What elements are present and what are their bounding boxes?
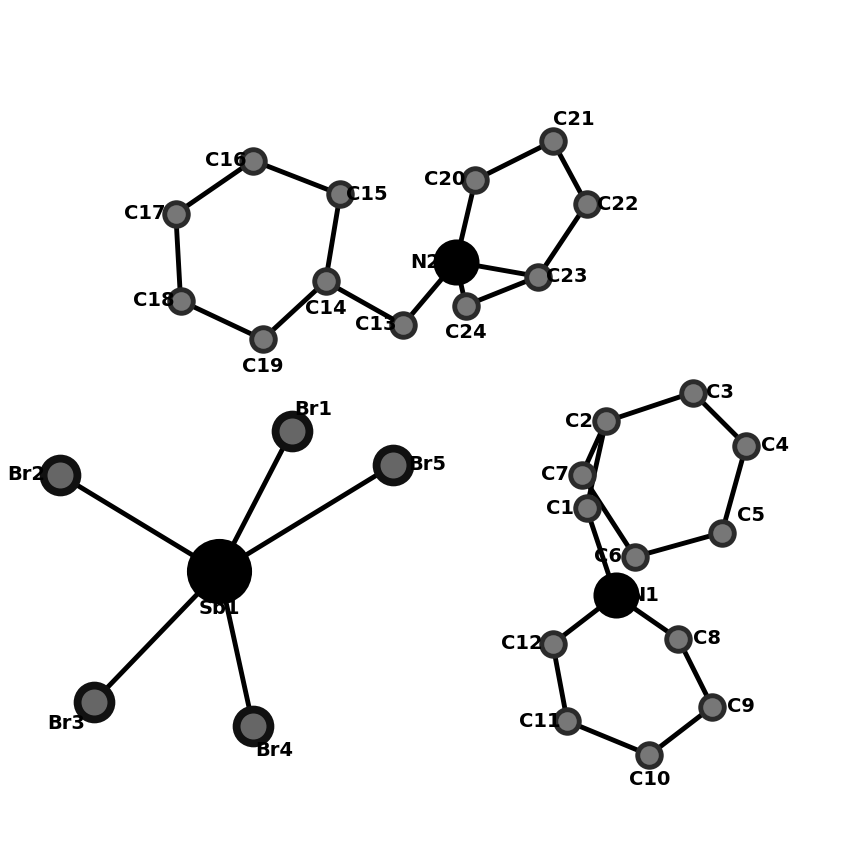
Text: C13: C13 [355, 315, 396, 335]
Point [642, 749, 656, 762]
Point [169, 207, 182, 220]
Point [459, 298, 473, 312]
Point [546, 637, 560, 651]
Point [580, 197, 593, 211]
Point [386, 459, 400, 472]
Text: C16: C16 [206, 151, 247, 170]
Point [574, 468, 588, 481]
Text: Br1: Br1 [294, 400, 332, 420]
Text: Br4: Br4 [255, 741, 293, 760]
Point [246, 153, 260, 167]
Point [256, 333, 270, 346]
Point [174, 294, 187, 308]
Text: C12: C12 [501, 634, 543, 653]
Point [672, 632, 685, 646]
Text: C21: C21 [553, 110, 595, 130]
Point [449, 255, 463, 269]
Point [246, 153, 260, 167]
Point [469, 173, 482, 186]
Point [285, 424, 298, 438]
Text: C9: C9 [728, 697, 755, 717]
Point [580, 502, 593, 515]
Point [628, 550, 642, 564]
Point [333, 188, 347, 201]
Point [174, 294, 187, 308]
Point [740, 439, 753, 453]
Text: Br3: Br3 [47, 713, 85, 733]
Point [580, 197, 593, 211]
Text: N1: N1 [630, 586, 660, 605]
Text: C17: C17 [124, 204, 166, 223]
Point [561, 714, 574, 728]
Point [715, 526, 728, 540]
Point [87, 695, 101, 709]
Point [705, 700, 719, 713]
Point [212, 565, 226, 578]
Point [599, 415, 613, 428]
Text: C10: C10 [629, 770, 670, 789]
Point [574, 468, 588, 481]
Text: C15: C15 [347, 185, 388, 204]
Text: Sb1: Sb1 [199, 599, 240, 618]
Point [715, 526, 728, 540]
Point [87, 695, 101, 709]
Point [469, 173, 482, 186]
Point [531, 270, 545, 283]
Point [642, 749, 656, 762]
Point [319, 275, 333, 288]
Point [686, 386, 700, 400]
Text: C5: C5 [737, 506, 765, 524]
Point [285, 424, 298, 438]
Text: C3: C3 [706, 383, 734, 402]
Point [459, 298, 473, 312]
Point [628, 550, 642, 564]
Text: C7: C7 [541, 465, 568, 484]
Point [599, 415, 613, 428]
Point [531, 270, 545, 283]
Text: C24: C24 [445, 323, 487, 342]
Point [686, 386, 700, 400]
Point [546, 637, 560, 651]
Point [386, 459, 400, 472]
Point [169, 207, 182, 220]
Text: C4: C4 [761, 436, 789, 455]
Text: Br2: Br2 [7, 465, 45, 484]
Text: Br5: Br5 [408, 455, 446, 475]
Point [333, 188, 347, 201]
Point [740, 439, 753, 453]
Point [319, 275, 333, 288]
Point [580, 502, 593, 515]
Point [672, 632, 685, 646]
Point [396, 318, 410, 331]
Point [53, 468, 67, 481]
Text: C11: C11 [519, 711, 561, 731]
Text: N2: N2 [410, 253, 440, 271]
Text: C22: C22 [597, 195, 638, 213]
Text: C20: C20 [424, 170, 465, 190]
Text: C2: C2 [565, 412, 593, 431]
Text: C19: C19 [242, 357, 284, 376]
Text: C1: C1 [545, 499, 574, 518]
Point [561, 714, 574, 728]
Text: C18: C18 [132, 291, 175, 310]
Point [705, 700, 719, 713]
Point [53, 468, 67, 481]
Point [546, 134, 560, 148]
Text: C23: C23 [546, 267, 588, 286]
Text: C14: C14 [304, 299, 347, 318]
Text: C6: C6 [594, 547, 622, 566]
Point [246, 719, 260, 733]
Point [609, 588, 623, 602]
Point [396, 318, 410, 331]
Point [256, 333, 270, 346]
Text: C8: C8 [693, 630, 722, 648]
Point [246, 719, 260, 733]
Point [546, 134, 560, 148]
